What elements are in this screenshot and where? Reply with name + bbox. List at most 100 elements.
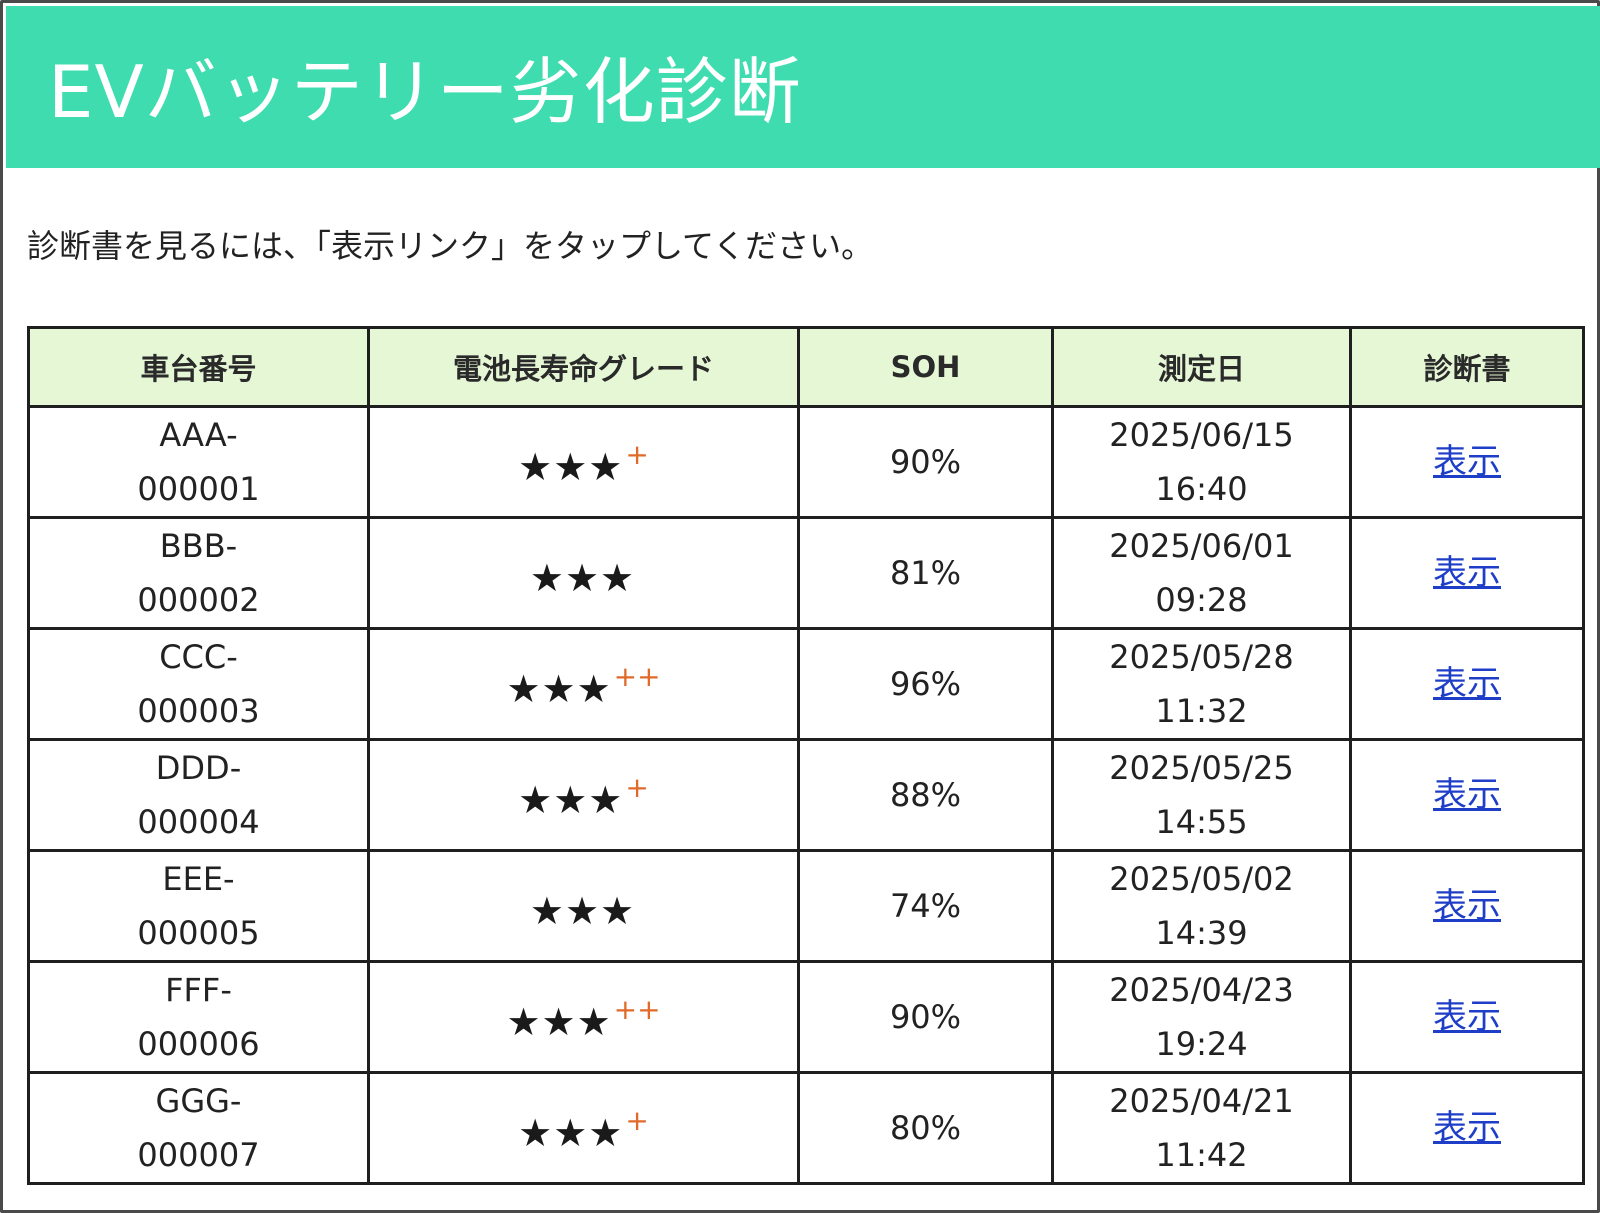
chassis-number-cell: BBB- 000002 [27, 516, 370, 630]
measured-date: 2025/05/02 [1109, 860, 1294, 898]
chassis-number-prefix: BBB- [159, 527, 238, 565]
report-cell: 表示 [1349, 627, 1585, 741]
battery-grade-cell: ★★★ [367, 516, 800, 630]
grade-plus-marker: + [625, 1104, 649, 1137]
measured-date-cell: 2025/05/25 14:55 [1051, 738, 1352, 852]
battery-grade-cell: ★★★+ [367, 738, 800, 852]
star-rating-icon: ★★★ [529, 556, 636, 600]
chassis-number-prefix: FFF- [165, 971, 232, 1009]
chassis-number-prefix: CCC- [159, 638, 238, 676]
star-rating-icon: ★★★ [518, 778, 624, 822]
star-rating-icon: ★★★ [518, 1111, 624, 1155]
soh-value: 88% [797, 738, 1054, 852]
view-report-link[interactable]: 表示 [1433, 664, 1501, 704]
table-row: AAA- 000001 ★★★+ 90% 2025/06/15 16:40 表示 [27, 405, 1585, 519]
measured-date: 2025/06/15 [1109, 416, 1294, 454]
grade-plus-marker: + [625, 438, 649, 471]
measured-date: 2025/06/01 [1109, 527, 1294, 565]
soh-value: 90% [797, 960, 1054, 1074]
battery-grade-cell: ★★★++ [367, 627, 800, 741]
grade-plus-marker: ++ [613, 993, 661, 1026]
chassis-number-prefix: DDD- [155, 749, 242, 787]
soh-value: 90% [797, 405, 1054, 519]
report-cell: 表示 [1349, 405, 1585, 519]
battery-grade-cell: ★★★++ [367, 960, 800, 1074]
star-rating-icon: ★★★ [518, 445, 624, 489]
chassis-number-prefix: EEE- [162, 860, 235, 898]
battery-grade-cell: ★★★+ [367, 405, 800, 519]
chassis-number-prefix: AAA- [159, 416, 238, 454]
measured-date-cell: 2025/04/21 11:42 [1051, 1071, 1352, 1185]
table-body: AAA- 000001 ★★★+ 90% 2025/06/15 16:40 表示 BBB- 00… [27, 405, 1585, 1185]
measured-time: 14:55 [1155, 803, 1248, 841]
chassis-number-cell: EEE- 000005 [27, 849, 370, 963]
page-title: EVバッテリー劣化診断 [48, 50, 802, 134]
chassis-number-prefix: GGG- [155, 1082, 242, 1120]
measured-time: 14:39 [1155, 914, 1248, 952]
report-cell: 表示 [1349, 960, 1585, 1074]
view-report-link[interactable]: 表示 [1433, 886, 1501, 926]
table-row: CCC- 000003 ★★★++ 96% 2025/05/28 11:32 表示 [27, 627, 1585, 741]
battery-grade-cell: ★★★ [367, 849, 800, 963]
measured-time: 19:24 [1155, 1025, 1248, 1063]
view-report-link[interactable]: 表示 [1433, 997, 1501, 1037]
column-header-battery-grade: 電池長寿命グレード [367, 326, 800, 408]
column-header-report: 診断書 [1349, 326, 1585, 408]
soh-value: 74% [797, 849, 1054, 963]
view-report-link[interactable]: 表示 [1433, 1108, 1501, 1148]
soh-value: 96% [797, 627, 1054, 741]
measured-date-cell: 2025/05/28 11:32 [1051, 627, 1352, 741]
measured-date: 2025/05/28 [1109, 638, 1294, 676]
table-row: GGG- 000007 ★★★+ 80% 2025/04/21 11:42 表示 [27, 1071, 1585, 1185]
chassis-number-digits: 000003 [137, 692, 260, 730]
view-report-link[interactable]: 表示 [1433, 442, 1501, 482]
chassis-number-digits: 000001 [137, 470, 260, 508]
diagnosis-table: 車台番号 電池長寿命グレード SOH 測定日 診断書 AAA- 000001 ★★★… [27, 326, 1585, 1185]
grade-plus-marker: + [625, 771, 649, 804]
chassis-number-cell: FFF- 000006 [27, 960, 370, 1074]
measured-time: 09:28 [1155, 581, 1248, 619]
table-row: EEE- 000005 ★★★ 74% 2025/05/02 14:39 表示 [27, 849, 1585, 963]
view-report-link[interactable]: 表示 [1433, 553, 1501, 593]
report-cell: 表示 [1349, 849, 1585, 963]
soh-value: 80% [797, 1071, 1054, 1185]
column-header-soh: SOH [797, 326, 1054, 408]
view-report-link[interactable]: 表示 [1433, 775, 1501, 815]
chassis-number-digits: 000004 [137, 803, 260, 841]
instruction-text: 診断書を見るには、「表示リンク」をタップしてください。 [27, 227, 874, 265]
measured-date: 2025/04/23 [1109, 971, 1294, 1009]
measured-date-cell: 2025/05/02 14:39 [1051, 849, 1352, 963]
measured-date-cell: 2025/04/23 19:24 [1051, 960, 1352, 1074]
grade-plus-marker: ++ [613, 660, 661, 693]
table-row: DDD- 000004 ★★★+ 88% 2025/05/25 14:55 表示 [27, 738, 1585, 852]
chassis-number-digits: 000005 [137, 914, 260, 952]
soh-value: 81% [797, 516, 1054, 630]
report-cell: 表示 [1349, 738, 1585, 852]
measured-time: 16:40 [1155, 470, 1248, 508]
measured-date: 2025/04/21 [1109, 1082, 1294, 1120]
report-cell: 表示 [1349, 1071, 1585, 1185]
chassis-number-digits: 000002 [137, 581, 260, 619]
chassis-number-digits: 000006 [137, 1025, 260, 1063]
star-rating-icon: ★★★ [506, 667, 612, 711]
table-row: BBB- 000002 ★★★ 81% 2025/06/01 09:28 表示 [27, 516, 1585, 630]
column-header-chassis-number: 車台番号 [27, 326, 370, 408]
table-header-row: 車台番号 電池長寿命グレード SOH 測定日 診断書 [27, 326, 1585, 408]
measured-date-cell: 2025/06/01 09:28 [1051, 516, 1352, 630]
measured-date-cell: 2025/06/15 16:40 [1051, 405, 1352, 519]
measured-time: 11:32 [1155, 692, 1248, 730]
chassis-number-cell: DDD- 000004 [27, 738, 370, 852]
chassis-number-cell: AAA- 000001 [27, 405, 370, 519]
column-header-measured-date: 測定日 [1051, 326, 1352, 408]
chassis-number-cell: GGG- 000007 [27, 1071, 370, 1185]
star-rating-icon: ★★★ [529, 889, 636, 933]
chassis-number-cell: CCC- 000003 [27, 627, 370, 741]
measured-date: 2025/05/25 [1109, 749, 1294, 787]
battery-grade-cell: ★★★+ [367, 1071, 800, 1185]
star-rating-icon: ★★★ [506, 1000, 612, 1044]
table-row: FFF- 000006 ★★★++ 90% 2025/04/23 19:24 表示 [27, 960, 1585, 1074]
header-bar: EVバッテリー劣化診断 [6, 6, 1600, 168]
measured-time: 11:42 [1155, 1136, 1248, 1174]
report-cell: 表示 [1349, 516, 1585, 630]
chassis-number-digits: 000007 [137, 1136, 260, 1174]
